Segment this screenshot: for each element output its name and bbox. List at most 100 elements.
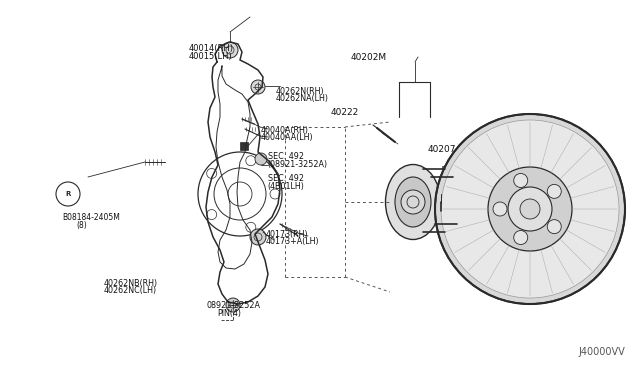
Circle shape bbox=[456, 269, 458, 271]
Circle shape bbox=[532, 113, 534, 115]
Circle shape bbox=[452, 264, 454, 266]
Circle shape bbox=[255, 153, 267, 165]
Circle shape bbox=[564, 296, 566, 298]
Circle shape bbox=[500, 298, 502, 300]
Circle shape bbox=[500, 118, 502, 120]
Circle shape bbox=[434, 201, 436, 203]
Circle shape bbox=[606, 152, 608, 154]
Text: PIN(4): PIN(4) bbox=[218, 309, 242, 318]
Circle shape bbox=[251, 80, 265, 94]
Circle shape bbox=[456, 147, 458, 149]
Circle shape bbox=[552, 300, 554, 302]
Circle shape bbox=[401, 190, 425, 214]
Circle shape bbox=[582, 287, 584, 289]
Text: 40262NB(RH): 40262NB(RH) bbox=[104, 279, 158, 288]
Circle shape bbox=[449, 158, 451, 160]
Bar bbox=[454, 221, 460, 227]
Circle shape bbox=[532, 303, 534, 305]
Circle shape bbox=[539, 302, 541, 304]
Circle shape bbox=[250, 229, 266, 245]
Circle shape bbox=[493, 120, 495, 122]
Circle shape bbox=[613, 163, 615, 166]
Circle shape bbox=[470, 283, 472, 285]
Circle shape bbox=[434, 215, 436, 217]
Text: B08184-2405M: B08184-2405M bbox=[63, 213, 120, 222]
Circle shape bbox=[624, 208, 626, 210]
Circle shape bbox=[508, 187, 552, 231]
Circle shape bbox=[623, 221, 625, 223]
Circle shape bbox=[476, 287, 478, 289]
Circle shape bbox=[582, 129, 584, 131]
Circle shape bbox=[588, 133, 589, 135]
Circle shape bbox=[618, 176, 620, 177]
Circle shape bbox=[520, 199, 540, 219]
Circle shape bbox=[487, 294, 490, 295]
Circle shape bbox=[514, 231, 528, 244]
Circle shape bbox=[539, 113, 541, 116]
Circle shape bbox=[623, 195, 625, 197]
Circle shape bbox=[435, 114, 625, 304]
Circle shape bbox=[577, 126, 579, 128]
Circle shape bbox=[465, 279, 467, 280]
Circle shape bbox=[606, 264, 608, 266]
Circle shape bbox=[624, 215, 626, 217]
Circle shape bbox=[481, 290, 483, 292]
Text: (08921-3252A): (08921-3252A) bbox=[268, 160, 328, 169]
Text: 40207: 40207 bbox=[428, 145, 456, 154]
Text: 40040AA(LH): 40040AA(LH) bbox=[261, 133, 314, 142]
Circle shape bbox=[514, 173, 528, 187]
Circle shape bbox=[493, 296, 495, 298]
Circle shape bbox=[440, 176, 442, 177]
Circle shape bbox=[461, 274, 463, 276]
Circle shape bbox=[577, 290, 579, 292]
Circle shape bbox=[525, 303, 528, 305]
Circle shape bbox=[438, 182, 440, 184]
Circle shape bbox=[552, 116, 554, 118]
Circle shape bbox=[226, 298, 240, 312]
Circle shape bbox=[558, 298, 561, 300]
Bar bbox=[442, 166, 448, 172]
Text: (8): (8) bbox=[77, 221, 88, 230]
Text: 40262N(RH): 40262N(RH) bbox=[275, 87, 324, 96]
Circle shape bbox=[434, 208, 436, 210]
Circle shape bbox=[442, 169, 444, 171]
Bar bbox=[442, 229, 448, 235]
Circle shape bbox=[435, 221, 437, 223]
Circle shape bbox=[547, 219, 561, 234]
Circle shape bbox=[616, 247, 618, 248]
Circle shape bbox=[476, 129, 478, 131]
Circle shape bbox=[593, 279, 595, 280]
Circle shape bbox=[622, 188, 624, 190]
Circle shape bbox=[452, 152, 454, 154]
Circle shape bbox=[440, 240, 442, 243]
Circle shape bbox=[597, 142, 599, 144]
Circle shape bbox=[622, 228, 624, 230]
Text: 40202M: 40202M bbox=[351, 53, 387, 62]
Circle shape bbox=[620, 234, 622, 236]
Circle shape bbox=[487, 123, 490, 125]
Text: 40015(LH): 40015(LH) bbox=[189, 52, 232, 61]
Circle shape bbox=[602, 269, 604, 271]
Text: 40173(RH): 40173(RH) bbox=[266, 230, 308, 239]
Circle shape bbox=[525, 113, 528, 115]
Circle shape bbox=[609, 258, 612, 260]
Circle shape bbox=[438, 234, 440, 236]
Circle shape bbox=[481, 126, 483, 128]
Circle shape bbox=[613, 253, 615, 254]
Text: 40040A(RH): 40040A(RH) bbox=[261, 126, 309, 135]
Ellipse shape bbox=[385, 164, 440, 240]
Circle shape bbox=[588, 283, 589, 285]
Text: R: R bbox=[65, 191, 70, 197]
Circle shape bbox=[547, 185, 561, 198]
Circle shape bbox=[620, 182, 622, 184]
Circle shape bbox=[442, 247, 444, 248]
Circle shape bbox=[445, 163, 447, 166]
Circle shape bbox=[461, 142, 463, 144]
Bar bbox=[240, 142, 248, 150]
Circle shape bbox=[506, 300, 508, 302]
Circle shape bbox=[441, 120, 619, 298]
Text: 40222: 40222 bbox=[330, 108, 358, 117]
Circle shape bbox=[449, 258, 451, 260]
Circle shape bbox=[519, 113, 521, 116]
Circle shape bbox=[624, 201, 626, 203]
